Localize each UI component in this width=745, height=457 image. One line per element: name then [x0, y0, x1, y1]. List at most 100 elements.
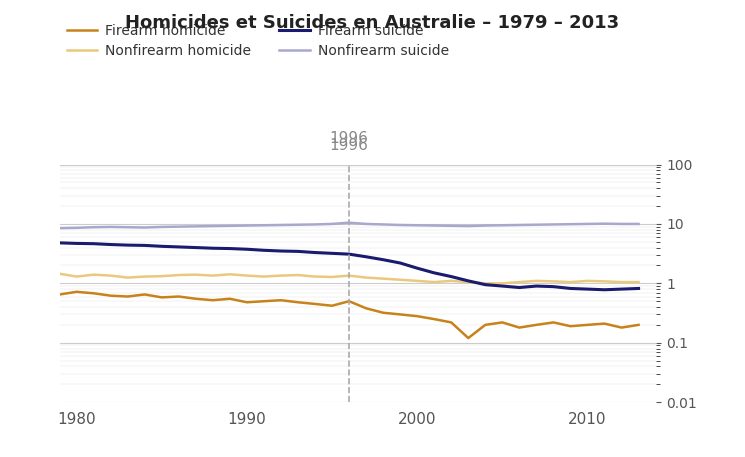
Firearm homicide — [498, 319, 507, 325]
Nonfirearm suicide — [328, 221, 337, 227]
Firearm homicide — [345, 298, 354, 304]
Nonfirearm suicide — [276, 222, 285, 228]
Firearm suicide — [311, 250, 320, 255]
Firearm homicide — [634, 322, 643, 328]
Firearm suicide — [430, 270, 439, 276]
Line: Nonfirearm homicide: Nonfirearm homicide — [60, 274, 638, 283]
Nonfirearm homicide — [430, 279, 439, 285]
Firearm suicide — [532, 283, 541, 289]
Firearm homicide — [447, 319, 456, 325]
Firearm homicide — [515, 325, 524, 330]
Firearm homicide — [209, 298, 218, 303]
Nonfirearm homicide — [276, 273, 285, 278]
Firearm suicide — [242, 246, 251, 252]
Nonfirearm homicide — [515, 279, 524, 285]
Nonfirearm suicide — [583, 221, 592, 227]
Firearm suicide — [566, 286, 575, 291]
Firearm suicide — [481, 282, 489, 287]
Nonfirearm homicide — [464, 279, 473, 285]
Nonfirearm suicide — [226, 223, 235, 228]
Firearm homicide — [174, 294, 183, 299]
Firearm homicide — [107, 293, 115, 298]
Firearm suicide — [617, 287, 626, 292]
Firearm suicide — [549, 284, 558, 289]
Nonfirearm homicide — [617, 279, 626, 285]
Line: Firearm suicide: Firearm suicide — [60, 243, 638, 290]
Nonfirearm homicide — [174, 272, 183, 278]
Nonfirearm suicide — [378, 222, 387, 227]
Nonfirearm suicide — [242, 223, 251, 228]
Firearm homicide — [430, 316, 439, 322]
Firearm homicide — [617, 325, 626, 330]
Nonfirearm homicide — [294, 272, 302, 278]
Firearm suicide — [89, 241, 98, 246]
Nonfirearm homicide — [311, 274, 320, 279]
Firearm homicide — [413, 314, 422, 319]
Nonfirearm suicide — [515, 222, 524, 228]
Nonfirearm suicide — [89, 224, 98, 230]
Nonfirearm homicide — [209, 273, 218, 278]
Nonfirearm homicide — [634, 279, 643, 285]
Firearm homicide — [583, 322, 592, 328]
Nonfirearm suicide — [430, 223, 439, 228]
Nonfirearm suicide — [532, 222, 541, 228]
Firearm suicide — [413, 266, 422, 271]
Firearm suicide — [140, 243, 149, 248]
Firearm homicide — [566, 324, 575, 329]
Legend: Firearm homicide, Nonfirearm homicide, Firearm suicide, Nonfirearm suicide: Firearm homicide, Nonfirearm homicide, F… — [66, 24, 449, 58]
Firearm homicide — [378, 310, 387, 315]
Firearm homicide — [276, 298, 285, 303]
Firearm homicide — [600, 321, 609, 326]
Nonfirearm homicide — [157, 273, 166, 279]
Nonfirearm suicide — [209, 223, 218, 229]
Nonfirearm homicide — [72, 274, 81, 279]
Firearm homicide — [259, 298, 268, 304]
Firearm homicide — [294, 299, 302, 305]
Firearm homicide — [140, 292, 149, 297]
Firearm homicide — [226, 296, 235, 302]
Nonfirearm suicide — [413, 223, 422, 228]
Firearm suicide — [55, 240, 64, 245]
Nonfirearm suicide — [157, 224, 166, 230]
Firearm suicide — [107, 242, 115, 247]
Firearm homicide — [396, 312, 405, 317]
Nonfirearm suicide — [174, 224, 183, 229]
Firearm homicide — [89, 291, 98, 296]
Nonfirearm suicide — [447, 223, 456, 228]
Firearm homicide — [311, 301, 320, 307]
Firearm suicide — [226, 246, 235, 251]
Nonfirearm homicide — [378, 276, 387, 282]
Nonfirearm homicide — [259, 274, 268, 279]
Nonfirearm homicide — [345, 273, 354, 278]
Nonfirearm suicide — [345, 220, 354, 225]
Firearm suicide — [294, 249, 302, 254]
Firearm suicide — [583, 287, 592, 292]
Firearm suicide — [600, 287, 609, 292]
Firearm suicide — [345, 251, 354, 257]
Nonfirearm homicide — [600, 279, 609, 284]
Firearm suicide — [157, 244, 166, 249]
Firearm homicide — [72, 289, 81, 295]
Firearm suicide — [209, 245, 218, 251]
Firearm homicide — [157, 295, 166, 300]
Nonfirearm homicide — [481, 281, 489, 286]
Nonfirearm suicide — [55, 225, 64, 231]
Nonfirearm homicide — [396, 277, 405, 282]
Nonfirearm homicide — [107, 273, 115, 278]
Firearm homicide — [328, 303, 337, 308]
Firearm suicide — [174, 244, 183, 250]
Nonfirearm suicide — [72, 225, 81, 231]
Nonfirearm suicide — [191, 223, 200, 229]
Nonfirearm suicide — [617, 221, 626, 227]
Nonfirearm homicide — [447, 278, 456, 284]
Firearm homicide — [55, 292, 64, 297]
Nonfirearm homicide — [532, 278, 541, 284]
Firearm suicide — [396, 260, 405, 266]
Nonfirearm homicide — [328, 274, 337, 280]
Firearm homicide — [242, 299, 251, 305]
Nonfirearm homicide — [140, 274, 149, 279]
Nonfirearm homicide — [413, 278, 422, 284]
Nonfirearm suicide — [600, 221, 609, 226]
Nonfirearm suicide — [311, 222, 320, 227]
Firearm suicide — [361, 254, 370, 260]
